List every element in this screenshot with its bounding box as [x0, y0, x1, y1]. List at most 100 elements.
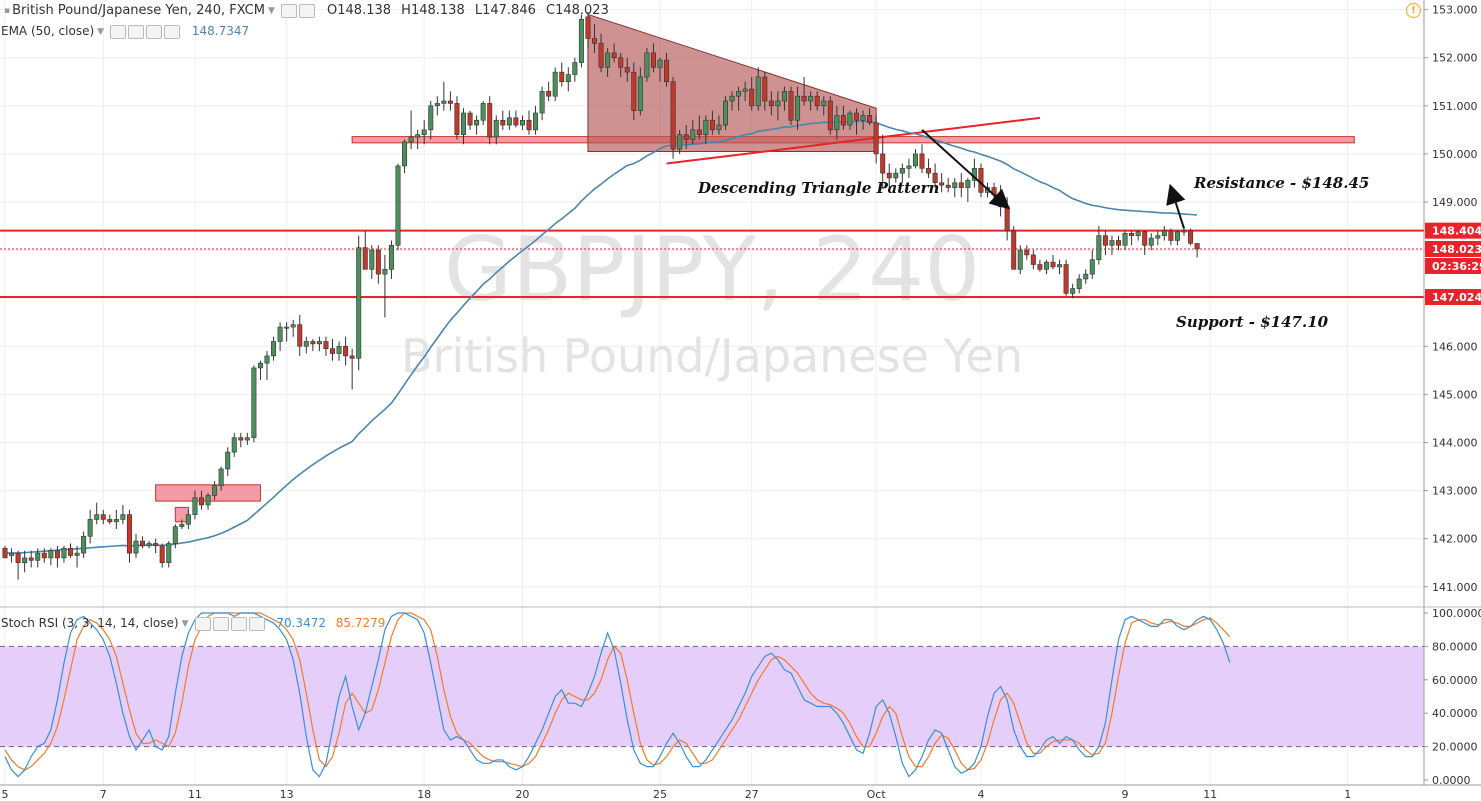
candle	[1011, 230, 1017, 270]
candle	[644, 52, 650, 78]
candle	[277, 326, 283, 342]
candle	[611, 52, 617, 59]
candle	[965, 180, 971, 188]
settings-icon[interactable]	[298, 3, 315, 18]
candle	[2, 547, 8, 559]
stoch-k-line	[4, 612, 1231, 778]
up-arrow	[1166, 183, 1186, 229]
close-value: 148.023	[555, 3, 609, 18]
candle	[81, 535, 87, 554]
plus-icon[interactable]	[146, 24, 163, 39]
candle	[408, 136, 414, 143]
candle	[631, 71, 637, 111]
countdown-badge: 02:36:29	[1432, 260, 1481, 273]
candle	[755, 76, 761, 107]
ema-label[interactable]: EMA (50, close)	[1, 24, 95, 38]
candle	[349, 355, 355, 359]
candle	[153, 543, 159, 547]
candle	[179, 523, 185, 527]
plus-icon[interactable]	[230, 616, 247, 631]
candle	[251, 367, 257, 438]
pattern-annotation: Descending Triangle Pattern	[697, 179, 939, 197]
candle	[375, 249, 381, 275]
settings-icon[interactable]	[212, 616, 229, 631]
candle	[362, 247, 368, 270]
candle	[297, 324, 303, 347]
candle	[133, 540, 139, 554]
candle	[1168, 230, 1174, 241]
time-tick-label: 9	[1122, 788, 1129, 801]
candle	[68, 547, 74, 556]
candle	[952, 182, 958, 188]
candle	[1063, 264, 1069, 294]
candle	[140, 540, 146, 547]
candle	[677, 134, 683, 150]
close-icon[interactable]	[164, 24, 181, 39]
candle	[565, 74, 571, 83]
eye-icon[interactable]	[194, 616, 211, 631]
watermark-name: British Pound/Japanese Yen	[401, 329, 1023, 383]
candle	[290, 324, 296, 328]
candle	[1122, 232, 1128, 246]
chevron-down-icon[interactable]: ▼	[97, 26, 105, 37]
candle	[873, 122, 879, 155]
candle	[271, 341, 277, 357]
candle	[1070, 288, 1076, 294]
candle	[690, 129, 696, 140]
candle	[1017, 249, 1023, 270]
settings-icon[interactable]	[128, 24, 145, 39]
candle	[775, 100, 781, 107]
stoch-rsi-label[interactable]: Stoch RSI (3, 3, 14, 14, close)	[1, 616, 179, 630]
time-tick-label: 7	[100, 788, 107, 801]
time-tick-label: 27	[745, 788, 759, 801]
candle	[539, 91, 545, 114]
candle	[244, 437, 250, 441]
candle	[61, 547, 67, 559]
symbol-title[interactable]: British Pound/Japanese Yen, 240, FXCM	[12, 3, 265, 18]
candle	[585, 16, 591, 39]
eye-icon[interactable]	[110, 24, 127, 39]
candle	[87, 519, 93, 537]
price-tick-label: 141.000	[1432, 581, 1478, 594]
candle	[343, 345, 349, 357]
candle	[467, 112, 473, 126]
support-annotation: Support - $147.10	[1176, 313, 1329, 331]
stoch-d-line	[4, 612, 1231, 771]
time-tick-label: 13	[280, 788, 294, 801]
candle	[513, 117, 519, 126]
stoch-rsi-legend: Stoch RSI (3, 3, 14, 14, close) ▼ 70.3472…	[1, 616, 385, 631]
candle	[447, 100, 453, 104]
chevron-down-icon[interactable]: ▼	[181, 618, 189, 629]
candle	[1116, 240, 1122, 246]
candle	[28, 557, 34, 561]
chevron-left-icon[interactable]: ▪	[4, 5, 11, 16]
candle	[120, 514, 126, 520]
rsi-tick-label: 100.0000	[1432, 607, 1481, 620]
time-tick-label: 18	[417, 788, 431, 801]
rsi-tick-label: 40.0000	[1432, 707, 1478, 720]
candle	[526, 119, 532, 131]
candle	[126, 514, 132, 554]
candle	[912, 153, 918, 167]
candle	[231, 437, 237, 453]
candle	[749, 88, 755, 107]
eye-icon[interactable]	[280, 3, 297, 18]
candle	[1129, 232, 1135, 236]
candle	[159, 545, 165, 564]
price-tick-label: 153.000	[1432, 4, 1478, 17]
time-tick-label: 4	[977, 788, 984, 801]
candle	[1089, 259, 1095, 275]
candle	[388, 244, 394, 270]
low-label: L	[474, 3, 483, 18]
candle	[853, 112, 859, 121]
ema-legend: EMA (50, close) ▼ 148.7347	[1, 24, 249, 39]
warning-icon[interactable]: !	[1406, 3, 1421, 18]
open-value: 148.138	[337, 3, 392, 18]
close-icon[interactable]	[248, 616, 265, 631]
time-tick-label: 5	[2, 788, 9, 801]
chevron-down-icon[interactable]: ▼	[267, 5, 275, 16]
ema-value: 148.7347	[191, 24, 250, 38]
candle	[703, 119, 709, 135]
